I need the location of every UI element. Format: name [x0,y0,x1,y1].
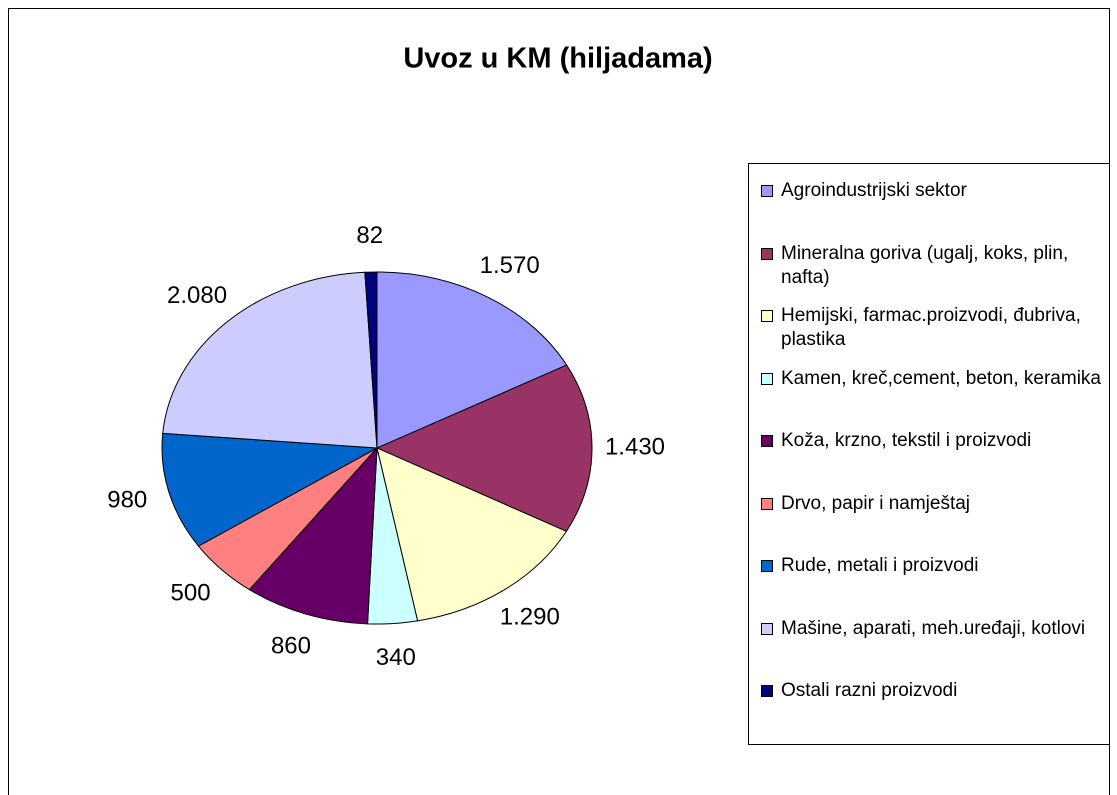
data-label: 340 [376,644,416,671]
data-label: 2.080 [167,282,227,309]
legend-swatch [761,560,773,572]
chart-title: Uvoz u KM (hiljadama) [403,43,712,75]
data-label: 1.430 [605,434,665,461]
data-label: 980 [107,486,147,513]
data-label: 500 [171,579,211,606]
legend-item: Kamen, kreč,cement, beton, keramika [761,367,1117,391]
legend-item: Rude, metali i proizvodi [761,554,1117,578]
legend-swatch [761,185,773,197]
pie-slice [248,446,378,625]
legend-label: Ostali razni proizvodi [781,680,958,701]
legend-item: Koža, krzno, tekstil i proizvodi [761,429,1117,453]
legend-swatch [761,372,773,385]
data-label: 860 [271,632,311,659]
legend-label: Koža, krzno, tekstil i proizvodi [781,430,1032,451]
legend-label: Mašine, aparati, meh.uređaji, kotlovi [781,617,1086,639]
legend-label: Mineralna goriva (ugalj, koks, plin, naf… [781,242,1069,288]
pie-slice [162,271,378,449]
pie-slice [376,271,568,449]
legend-label: Kamen, kreč,cement, beton, keramika [781,367,1101,389]
data-label: 1.290 [500,604,560,631]
legend-swatch [761,247,773,260]
legend-swatch [761,685,773,697]
legend-label: Rude, metali i proizvodi [781,555,979,576]
legend-item: Drvo, papir i namještaj [761,492,1117,516]
legend-item: Ostali razni proizvodi [761,679,1117,703]
pie-slice [161,432,379,547]
pie-slice [375,364,593,532]
pie-slice [376,447,568,622]
data-label: 82 [356,222,383,249]
pie-slice [364,271,378,449]
legend-item: Mineralna goriva (ugalj, koks, plin, naf… [761,242,1117,290]
legend-item: Mašine, aparati, meh.uređaji, kotlovi [761,617,1117,641]
legend-label: Agroindustrijski sektor [781,180,967,201]
legend-swatch [761,435,773,447]
legend-label: Drvo, papir i namještaj [781,492,971,514]
legend-swatch [761,622,773,635]
data-label: 1.570 [480,252,540,279]
legend-item: Hemijski, farmac.proizvodi, đubriva, pla… [761,304,1117,352]
legend-label: Hemijski, farmac.proizvodi, đubriva, pla… [781,305,1081,350]
legend: Agroindustrijski sektor Mineralna goriva … [748,163,1110,745]
legend-swatch [761,497,773,510]
legend-swatch [761,310,773,322]
legend-item: Agroindustrijski sektor [761,179,1117,203]
